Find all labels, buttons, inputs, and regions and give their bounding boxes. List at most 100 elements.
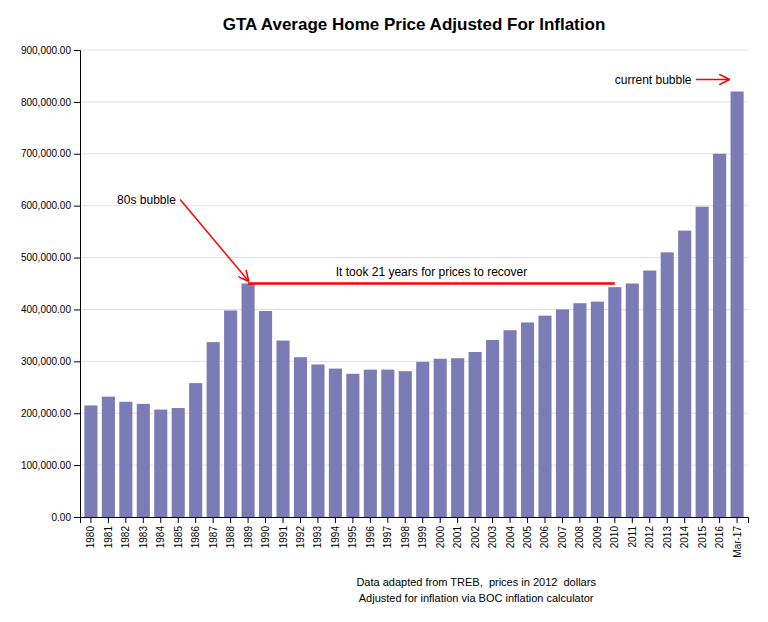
tick: 2007 xyxy=(557,517,568,548)
bar xyxy=(713,154,726,517)
bar xyxy=(381,370,394,517)
bar xyxy=(346,374,359,517)
tick-label: 1998 xyxy=(400,526,411,549)
tick-mark xyxy=(248,517,249,523)
tick-label: 1980 xyxy=(85,526,96,549)
bar xyxy=(451,358,464,517)
tick-label: 2011 xyxy=(627,526,638,548)
tick-label: 700,000.00 xyxy=(21,148,71,159)
tick: 1997 xyxy=(382,517,393,548)
tick-mark xyxy=(74,154,80,155)
tick-label: 1982 xyxy=(120,526,131,549)
tick: 1985 xyxy=(173,517,184,548)
tick-mark xyxy=(213,517,214,523)
tick: 2006 xyxy=(539,517,550,548)
tick-mark xyxy=(579,517,580,523)
tick-label: Mar-17 xyxy=(732,526,743,558)
tick-label: 1984 xyxy=(155,526,166,549)
bar xyxy=(521,322,534,517)
bar xyxy=(189,383,202,517)
tick-label: 1983 xyxy=(138,526,149,549)
tick-mark xyxy=(90,517,91,523)
tick-mark xyxy=(510,517,511,523)
tick-label: 1993 xyxy=(312,526,323,549)
tick: 1987 xyxy=(208,517,219,548)
tick: 1995 xyxy=(347,517,358,548)
bar xyxy=(608,287,621,517)
tick-label: 800,000.00 xyxy=(21,97,71,108)
tick-label: 0.00 xyxy=(52,512,72,523)
tick-label: 300,000.00 xyxy=(21,356,71,367)
tick-mark xyxy=(737,517,738,523)
tick-mark xyxy=(475,517,476,523)
bar xyxy=(591,302,604,517)
plot: 0.00100,000.00200,000.00300,000.00400,00… xyxy=(21,45,749,558)
tick-mark xyxy=(684,517,685,523)
tick-mark xyxy=(74,206,80,207)
bar xyxy=(538,316,551,517)
tick: 2016 xyxy=(714,517,725,548)
tick: 2000 xyxy=(435,517,446,548)
tick-label: 400,000.00 xyxy=(21,304,71,315)
tick-label: 1999 xyxy=(417,526,428,549)
tick-mark xyxy=(74,309,80,310)
tick: 400,000.00 xyxy=(21,304,80,315)
annotations: 80s bubblecurrent bubbleIt took 21 years… xyxy=(117,73,728,284)
bar xyxy=(731,92,744,517)
tick-mark xyxy=(405,517,406,523)
axis-line xyxy=(74,51,81,518)
tick-label: 1990 xyxy=(260,526,271,549)
bar xyxy=(661,252,674,517)
tick: Mar-17 xyxy=(732,517,743,558)
bar xyxy=(643,271,656,517)
bar xyxy=(399,371,412,517)
bar xyxy=(84,405,97,517)
bar xyxy=(626,284,639,518)
tick: 1986 xyxy=(190,517,201,548)
bar xyxy=(311,364,324,517)
tick: 900,000.00 xyxy=(21,45,80,56)
tick-mark xyxy=(178,517,179,523)
bars xyxy=(84,92,743,517)
tick-label: 1992 xyxy=(295,526,306,549)
bar xyxy=(469,352,482,517)
tick-mark xyxy=(352,517,353,523)
bar xyxy=(137,404,150,517)
tick-mark xyxy=(283,517,284,523)
tick-mark xyxy=(492,517,493,523)
tick-mark xyxy=(632,517,633,523)
tick-label: 1996 xyxy=(365,526,376,549)
tick: 1981 xyxy=(103,517,114,548)
tick-mark xyxy=(387,517,388,523)
annotation: It took 21 years for prices to recover xyxy=(336,265,527,279)
tick-label: 2013 xyxy=(662,526,673,549)
tick-mark xyxy=(300,517,301,523)
tick-label: 2002 xyxy=(470,526,481,549)
tick: 300,000.00 xyxy=(21,356,80,367)
tick: 1989 xyxy=(243,517,254,548)
tick-mark xyxy=(143,517,144,523)
tick-label: 2001 xyxy=(452,526,463,549)
tick-label: 1987 xyxy=(208,526,219,549)
tick-label: 2005 xyxy=(522,526,533,549)
tick: 1983 xyxy=(138,517,149,548)
tick-label: 2012 xyxy=(644,526,655,549)
tick: 1992 xyxy=(295,517,306,548)
footer-text: Data adapted from TREB, prices in 2012 d… xyxy=(356,576,596,588)
bar xyxy=(207,342,220,517)
tick: 1996 xyxy=(365,517,376,548)
tick-mark xyxy=(440,517,441,523)
y-axis: 0.00100,000.00200,000.00300,000.00400,00… xyxy=(21,45,81,523)
tick: 1984 xyxy=(155,517,166,548)
tick-mark xyxy=(597,517,598,523)
bar xyxy=(294,357,307,517)
annotation-arrow xyxy=(696,79,729,81)
grid-line xyxy=(80,205,748,206)
tick-mark xyxy=(335,517,336,523)
tick-label: 2008 xyxy=(574,526,585,549)
tick-label: 1997 xyxy=(382,526,393,549)
tick: 2011 xyxy=(627,517,638,548)
tick-label: 2004 xyxy=(505,526,516,549)
bar xyxy=(102,397,115,517)
tick: 1988 xyxy=(225,517,236,548)
